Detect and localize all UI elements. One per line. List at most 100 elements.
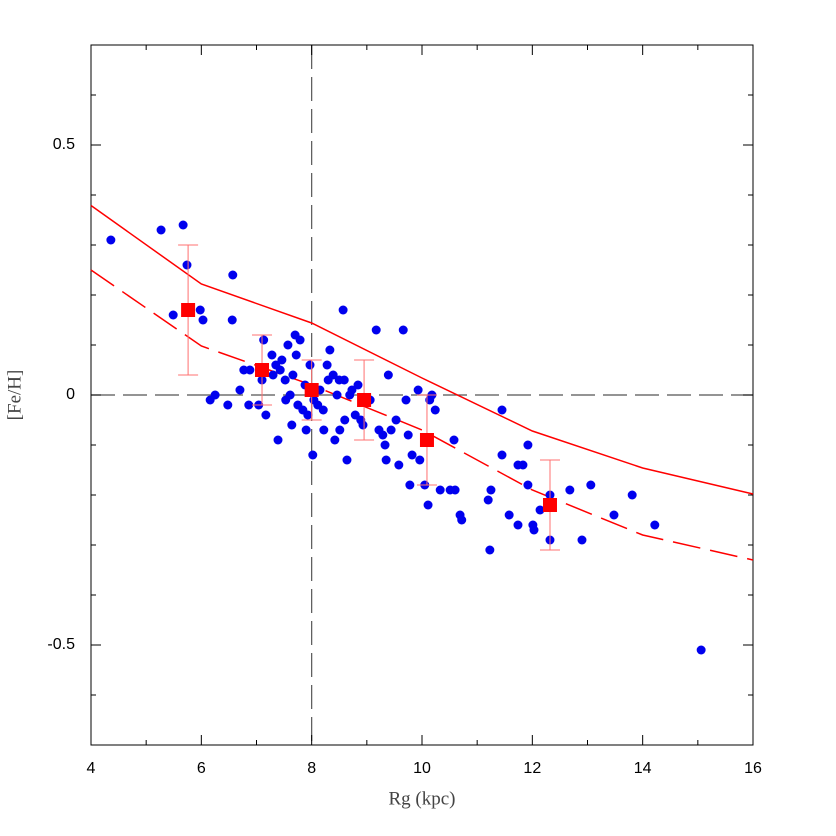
star-point xyxy=(210,390,220,400)
star-point xyxy=(268,370,278,380)
star-point xyxy=(449,435,459,445)
star-point xyxy=(381,455,391,465)
star-point xyxy=(423,500,433,510)
star-point xyxy=(106,235,116,245)
star-point xyxy=(415,455,425,465)
star-point xyxy=(261,410,271,420)
star-point xyxy=(405,480,415,490)
star-point xyxy=(696,645,706,655)
y-tick-label: 0.5 xyxy=(53,136,75,153)
mean-point xyxy=(181,303,196,317)
star-point xyxy=(283,340,293,350)
star-point xyxy=(609,510,619,520)
y-tick-label: -0.5 xyxy=(47,636,75,653)
star-point xyxy=(235,385,245,395)
star-point xyxy=(486,485,496,495)
x-tick-label: 4 xyxy=(87,760,96,777)
star-point xyxy=(275,365,285,375)
star-point xyxy=(195,305,205,315)
star-point xyxy=(586,480,596,490)
star-point xyxy=(340,415,350,425)
star-point xyxy=(358,420,368,430)
star-point xyxy=(223,400,233,410)
star-point xyxy=(523,480,533,490)
star-point xyxy=(198,315,208,325)
star-point xyxy=(319,425,329,435)
star-point xyxy=(577,535,587,545)
star-point xyxy=(267,350,277,360)
star-point xyxy=(398,325,408,335)
star-point xyxy=(168,310,178,320)
mean-point xyxy=(255,363,270,377)
star-point xyxy=(529,525,539,535)
star-point xyxy=(156,225,166,235)
star-point xyxy=(413,385,423,395)
star-point xyxy=(383,370,393,380)
y-tick-label: 0 xyxy=(66,386,75,403)
star-point xyxy=(339,375,349,385)
star-point xyxy=(378,430,388,440)
y-axis-label: [Fe/H] xyxy=(4,370,25,421)
star-point xyxy=(650,520,660,530)
star-point xyxy=(403,430,413,440)
star-point xyxy=(305,360,315,370)
star-point xyxy=(504,510,514,520)
star-point xyxy=(228,270,238,280)
star-point xyxy=(330,435,340,445)
star-point xyxy=(291,350,301,360)
star-point xyxy=(295,335,305,345)
star-point xyxy=(353,380,363,390)
x-tick-label: 8 xyxy=(307,760,316,777)
star-point xyxy=(280,375,290,385)
star-point xyxy=(182,260,192,270)
star-point xyxy=(335,425,345,435)
star-point xyxy=(483,495,493,505)
model-line xyxy=(90,269,754,561)
star-point xyxy=(523,440,533,450)
model-line xyxy=(90,204,754,495)
star-point xyxy=(277,355,287,365)
star-point xyxy=(328,370,338,380)
star-point xyxy=(332,390,342,400)
star-point xyxy=(227,315,237,325)
x-tick-label: 12 xyxy=(523,760,541,777)
star-point xyxy=(301,425,311,435)
star-point xyxy=(497,450,507,460)
star-point xyxy=(371,325,381,335)
star-point xyxy=(485,545,495,555)
star-point xyxy=(308,450,318,460)
star-point xyxy=(285,390,295,400)
x-tick-label: 6 xyxy=(197,760,206,777)
star-point xyxy=(435,485,445,495)
star-point xyxy=(457,515,467,525)
star-point xyxy=(245,365,255,375)
star-point xyxy=(565,485,575,495)
star-point xyxy=(322,360,332,370)
star-point xyxy=(338,305,348,315)
star-point xyxy=(178,220,188,230)
star-point xyxy=(287,420,297,430)
x-tick-label: 16 xyxy=(744,760,762,777)
x-tick-label: 10 xyxy=(413,760,431,777)
star-point xyxy=(303,410,313,420)
star-point xyxy=(450,485,460,495)
mean-point xyxy=(304,383,319,397)
star-point xyxy=(342,455,352,465)
star-point xyxy=(273,435,283,445)
star-point xyxy=(380,440,390,450)
star-point xyxy=(535,505,545,515)
star-point xyxy=(497,405,507,415)
star-point xyxy=(259,335,269,345)
star-point xyxy=(386,425,396,435)
star-point xyxy=(513,520,523,530)
star-point xyxy=(401,395,411,405)
star-point xyxy=(288,370,298,380)
star-point xyxy=(391,415,401,425)
mean-point xyxy=(419,433,434,447)
star-point xyxy=(325,345,335,355)
star-point xyxy=(627,490,637,500)
star-point xyxy=(318,405,328,415)
star-point xyxy=(244,400,254,410)
star-point xyxy=(347,385,357,395)
